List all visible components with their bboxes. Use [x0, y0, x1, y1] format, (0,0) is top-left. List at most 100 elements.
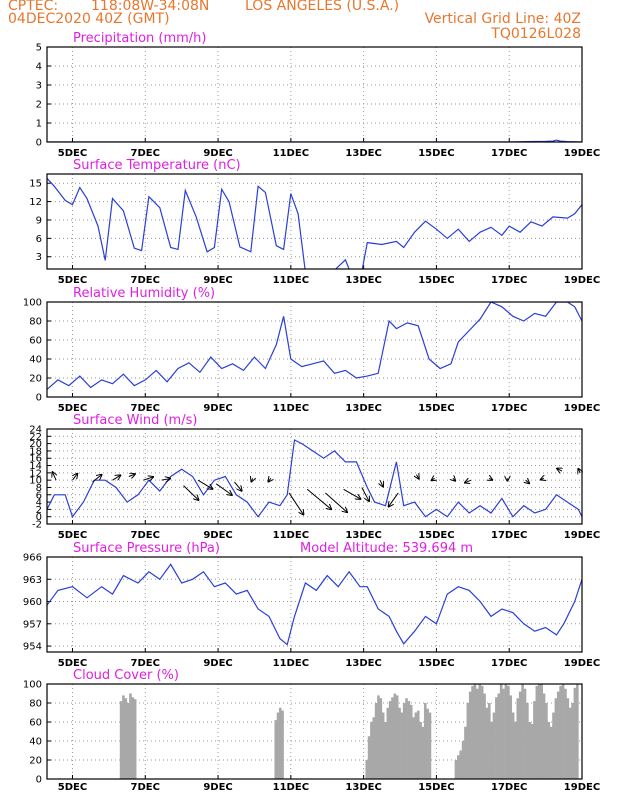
cloud-bar [523, 688, 527, 779]
cloud-bar [511, 712, 515, 779]
cloud-bar [466, 703, 470, 779]
y-tick-label: 60 [29, 718, 42, 729]
y-tick-label: 12 [29, 197, 42, 208]
header-location: LOS ANGELES (U.S.A.) [245, 0, 400, 14]
x-tick-label: 15DEC [418, 530, 454, 541]
x-tick-label: 9DEC [203, 530, 232, 541]
cloud-bar [414, 712, 418, 779]
y-tick-label: 6 [36, 234, 42, 245]
x-tick-label: 15DEC [418, 658, 454, 669]
x-tick-label: 17DEC [491, 148, 527, 159]
x-tick-label: 7DEC [131, 403, 160, 414]
y-tick-label: 100 [23, 298, 42, 309]
x-tick-label: 15DEC [418, 275, 454, 286]
cloud-bar [497, 693, 501, 779]
wind-arrow [541, 478, 544, 479]
cloud-bar [521, 684, 524, 779]
y-tick-label: 80 [29, 699, 42, 710]
x-tick-label: 13DEC [345, 275, 381, 286]
wind-arrow [234, 481, 241, 491]
cloud-bar [419, 722, 422, 779]
cloud-bar [573, 687, 577, 779]
wind-arrow [325, 492, 347, 512]
cloud-bar [370, 722, 373, 779]
y-tick-label: 957 [23, 619, 42, 630]
cloud-bar [506, 685, 510, 779]
cloud-bar [412, 717, 415, 779]
cloud-bar [471, 685, 474, 779]
x-tick-label: 13DEC [345, 658, 381, 669]
cloud-bar [381, 712, 385, 779]
cloud-bar [391, 697, 394, 779]
panel-temp: 5DEC 7DEC 9DEC 11DEC 13DEC 15DEC 17DEC 19DEC 3 6 9… [29, 158, 600, 286]
cloud-bar [388, 701, 392, 779]
cloud-bar [526, 703, 529, 779]
y-tick-label: 60 [29, 336, 42, 347]
cloud-bar [533, 701, 536, 779]
cloud-bar [545, 703, 548, 779]
cloud-bar [504, 684, 508, 779]
cloud-bar [459, 750, 463, 779]
wind-arrow [92, 475, 101, 483]
cloud-bar [276, 712, 280, 779]
cloud-bar [514, 722, 517, 779]
cloud-bar [281, 710, 284, 779]
cloud-bar [405, 698, 408, 779]
cloud-bar [398, 707, 401, 779]
cloud-bar [393, 693, 397, 779]
y-tick-label: 40 [29, 355, 42, 366]
y-tick-label: 0 [36, 138, 42, 149]
cloud-bar [480, 685, 484, 779]
cloud-bar [528, 722, 532, 779]
x-tick-label: 5DEC [58, 403, 87, 414]
x-tick-label: 13DEC [345, 530, 381, 541]
cloud-bar [421, 726, 425, 779]
panel-rh: 5DEC 7DEC 9DEC 11DEC 13DEC 15DEC 17DEC 19DEC 0 20… [23, 286, 600, 414]
cloud-bar [126, 703, 130, 779]
cloud-bar [464, 726, 467, 779]
cloud-bar [530, 723, 534, 779]
panel-frame [46, 428, 583, 525]
panel-cloud: 5DEC 7DEC 9DEC 11DEC 13DEC 15DEC 17DEC 19DEC 0 20… [23, 668, 600, 793]
cloud-bar [468, 691, 472, 779]
y-tick-label: 8 [36, 483, 42, 494]
y-tick-label: 966 [23, 553, 42, 564]
y-tick-label: 2 [36, 100, 42, 111]
y-tick-label: -2 [32, 520, 42, 531]
cloud-bar [416, 710, 420, 779]
wind-arrow [578, 469, 580, 473]
wind-arrow [268, 478, 270, 481]
panel-title-wind: Surface Wind (m/s) [73, 413, 197, 428]
cloud-bar [535, 685, 539, 779]
x-tick-label: 15DEC [418, 782, 454, 793]
cloud-bar [131, 697, 135, 779]
x-tick-label: 17DEC [491, 658, 527, 669]
series-line-wind [47, 439, 582, 518]
cloud-bar [516, 698, 520, 779]
header-model: TQ0126L028 [491, 26, 581, 42]
header-run: 04DEC2020 40Z (GMT) [8, 11, 170, 27]
cloud-bar [564, 688, 567, 779]
y-tick-label: 40 [29, 737, 42, 748]
cloud-bar [377, 695, 380, 779]
y-tick-label: 5 [36, 43, 42, 54]
cloud-bar [124, 698, 128, 779]
cloud-bar [556, 691, 560, 779]
y-tick-label: 10 [29, 476, 42, 487]
cloud-bar [372, 717, 376, 779]
cloud-bar [426, 708, 429, 779]
x-tick-label: 9DEC [203, 658, 232, 669]
cloud-bar [478, 684, 482, 779]
cloud-bar [379, 698, 383, 779]
panel-title-rh: Relative Humidity (%) [73, 286, 215, 301]
wind-arrow [112, 475, 121, 481]
cloud-bar [499, 684, 503, 779]
cloud-bar [476, 688, 479, 779]
x-tick-label: 7DEC [131, 658, 160, 669]
y-tick-label: 0 [36, 775, 42, 786]
cloud-bar [552, 712, 555, 779]
y-tick-label: 22 [29, 432, 42, 443]
y-tick-label: 14 [29, 461, 42, 472]
y-tick-label: 3 [36, 252, 42, 263]
